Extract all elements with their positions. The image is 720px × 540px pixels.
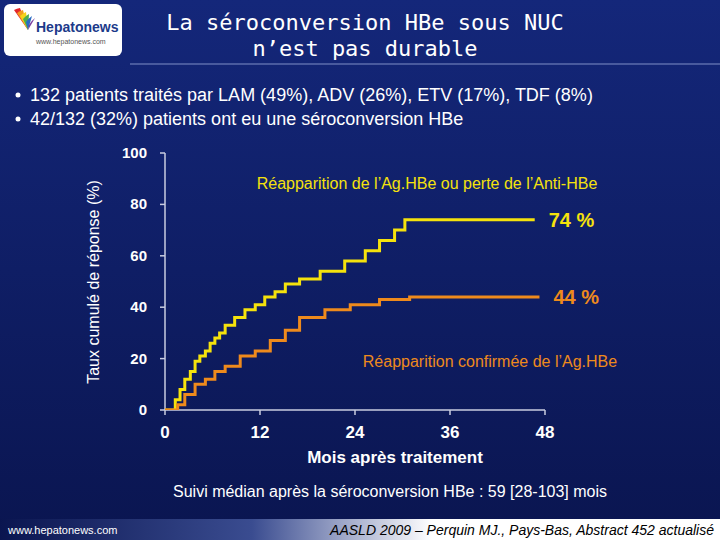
y-tick-label: 40	[130, 298, 147, 315]
series-label: Réapparition de l’Ag.HBe ou perte de l’A…	[257, 175, 598, 192]
title: n’est pas durable	[252, 36, 477, 61]
bullet-dot	[16, 117, 21, 122]
bullet-text: 42/132 (32%) patients ont eu une sérocon…	[30, 109, 463, 129]
x-tick	[449, 410, 451, 415]
y-tick	[160, 306, 165, 308]
bullet-text: 132 patients traités par LAM (49%), ADV …	[30, 85, 593, 105]
y-tick-label: 0	[139, 401, 147, 418]
end-label: 44 %	[553, 286, 599, 308]
y-tick-label: 100	[122, 144, 147, 161]
logo-box	[4, 4, 122, 56]
y-tick	[160, 152, 165, 154]
y-axis	[164, 153, 166, 410]
series-line	[165, 220, 535, 410]
x-tick-label: 0	[160, 423, 169, 442]
x-tick-label: 24	[346, 423, 365, 442]
bullet-dot	[16, 93, 21, 98]
x-tick-label: 48	[536, 423, 555, 442]
logo-petal	[28, 18, 35, 30]
footnote: Suivi médian après la séroconversion HBe…	[173, 483, 607, 500]
y-tick	[160, 358, 165, 360]
background	[0, 0, 720, 540]
end-label: 74 %	[549, 209, 595, 231]
title: La séroconversion HBe sous NUC	[166, 10, 563, 35]
footer-band	[0, 519, 720, 540]
y-tick-label: 80	[130, 195, 147, 212]
x-tick	[259, 410, 261, 415]
logo-petal	[14, 8, 28, 30]
x-tick	[544, 410, 546, 415]
slide: Hepatonews www.hepatonews.com La séroconve…	[0, 0, 720, 540]
logo-text: Hepatonews	[36, 19, 119, 35]
y-tick-label: 60	[130, 247, 147, 264]
y-axis-label: Taux cumulé de réponse (%)	[85, 180, 102, 384]
logo-petal	[17, 10, 28, 30]
header-rule	[130, 64, 720, 65]
footer-source: AASLD 2009 – Perquin MJ., Pays-Bas, Abst…	[329, 522, 714, 538]
x-tick	[354, 410, 356, 415]
footer-url: www.hepatonews.com	[7, 524, 117, 536]
x-tick-label: 36	[441, 423, 460, 442]
plot-area	[165, 220, 539, 410]
y-tick	[160, 204, 165, 206]
series-label: Réapparition confirmée de l’Ag.HBe	[363, 353, 617, 370]
logo-url: www.hepatonews.com	[35, 38, 106, 46]
x-tick-label: 12	[251, 423, 270, 442]
y-tick	[160, 255, 165, 257]
x-tick	[164, 410, 166, 415]
x-axis-label: Mois après traitement	[307, 448, 483, 467]
y-tick-label: 20	[130, 350, 147, 367]
